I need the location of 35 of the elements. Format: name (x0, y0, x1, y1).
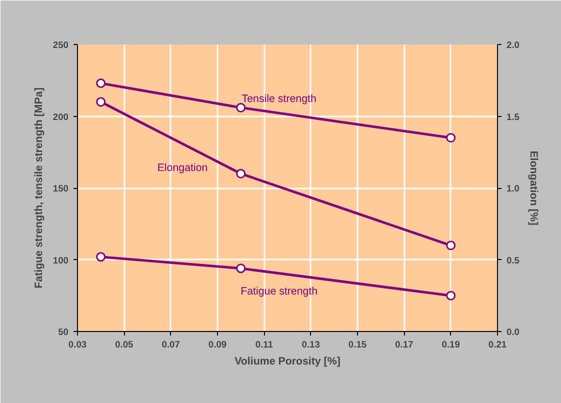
y2-axis-title: Elongation [%] (527, 150, 540, 226)
x-tick-label: 0.15 (348, 340, 367, 350)
x-tick-label: 0.03 (68, 340, 87, 350)
point (96, 78, 106, 88)
point (236, 102, 246, 112)
y-tick-label: 200 (52, 112, 69, 122)
y-tick-label: 250 (52, 40, 69, 50)
x-tick-label: 0.21 (488, 340, 507, 350)
y-tick-label: 100 (52, 255, 69, 266)
y-tick-label: 150 (52, 184, 69, 194)
x-tick-label: 0.19 (442, 340, 460, 350)
x-tick-label: 0.09 (208, 340, 227, 350)
point (446, 240, 456, 250)
y-axis-title: Fatigue strength, tensile strength [MPa] (32, 88, 45, 288)
y2-tick-label: 2.0 (506, 40, 520, 50)
y2-tick-label: 1.5 (506, 112, 520, 122)
point (96, 97, 106, 107)
x-tick-label: 0.17 (395, 340, 414, 350)
y2-tick-label: 1.0 (506, 184, 520, 194)
y-tick-label: 50 (58, 327, 69, 337)
point (236, 168, 246, 178)
point (446, 133, 456, 143)
point (96, 252, 106, 262)
series-label: Elongation (157, 162, 208, 174)
series-label: Fatigue strength (240, 285, 318, 298)
point (236, 264, 246, 274)
series-label: Tensile strength (242, 93, 316, 106)
point (446, 290, 456, 300)
x-axis-title: Voliume Porosity [%] (234, 356, 340, 368)
x-tick-label: 0.13 (302, 340, 320, 350)
y2-tick-label: 0.0 (506, 327, 520, 337)
x-tick-label: 0.11 (255, 340, 273, 350)
x-tick-label: 0.07 (162, 340, 180, 350)
y2-tick-label: 0.5 (506, 255, 520, 266)
x-tick-label: 0.05 (115, 340, 134, 350)
